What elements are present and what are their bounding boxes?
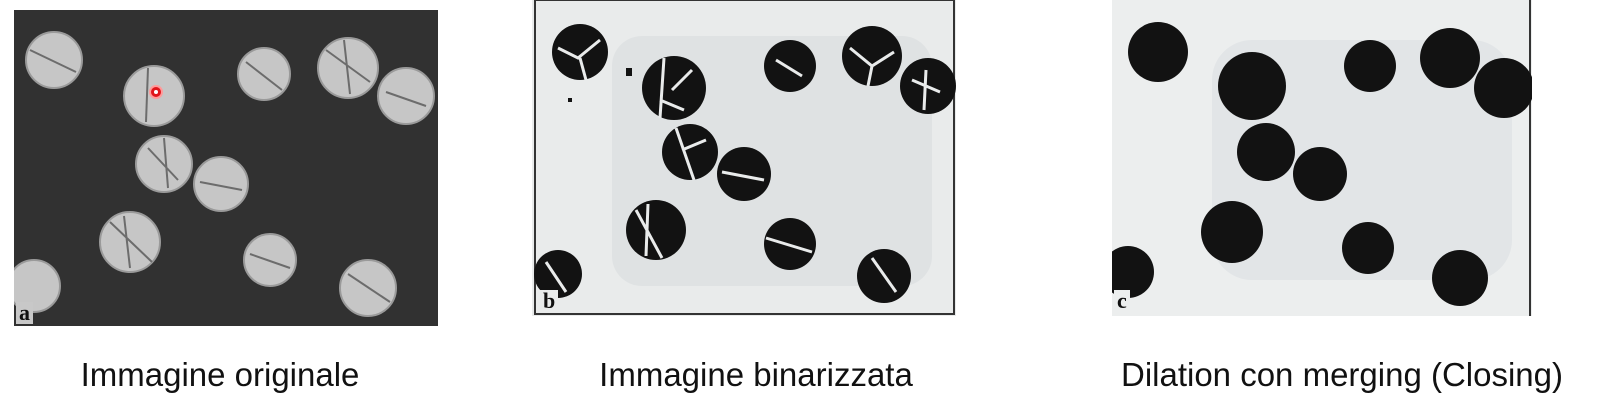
panel-closing: c <box>1112 0 1532 316</box>
panel-binarized: b <box>532 0 956 316</box>
panel-letter-c: c <box>1114 290 1130 312</box>
original-image <box>14 10 438 326</box>
caption-closing: Dilation con merging (Closing) <box>1120 356 1564 393</box>
caption-binarized: Immagine binarizzata <box>599 356 913 393</box>
closing-image <box>1112 0 1532 316</box>
binarized-image <box>532 0 956 316</box>
panel-letter-a: a <box>16 302 33 324</box>
panel-original: a <box>14 10 438 326</box>
panel-letter-b: b <box>540 290 559 312</box>
caption-original: Immagine originale <box>80 356 360 393</box>
